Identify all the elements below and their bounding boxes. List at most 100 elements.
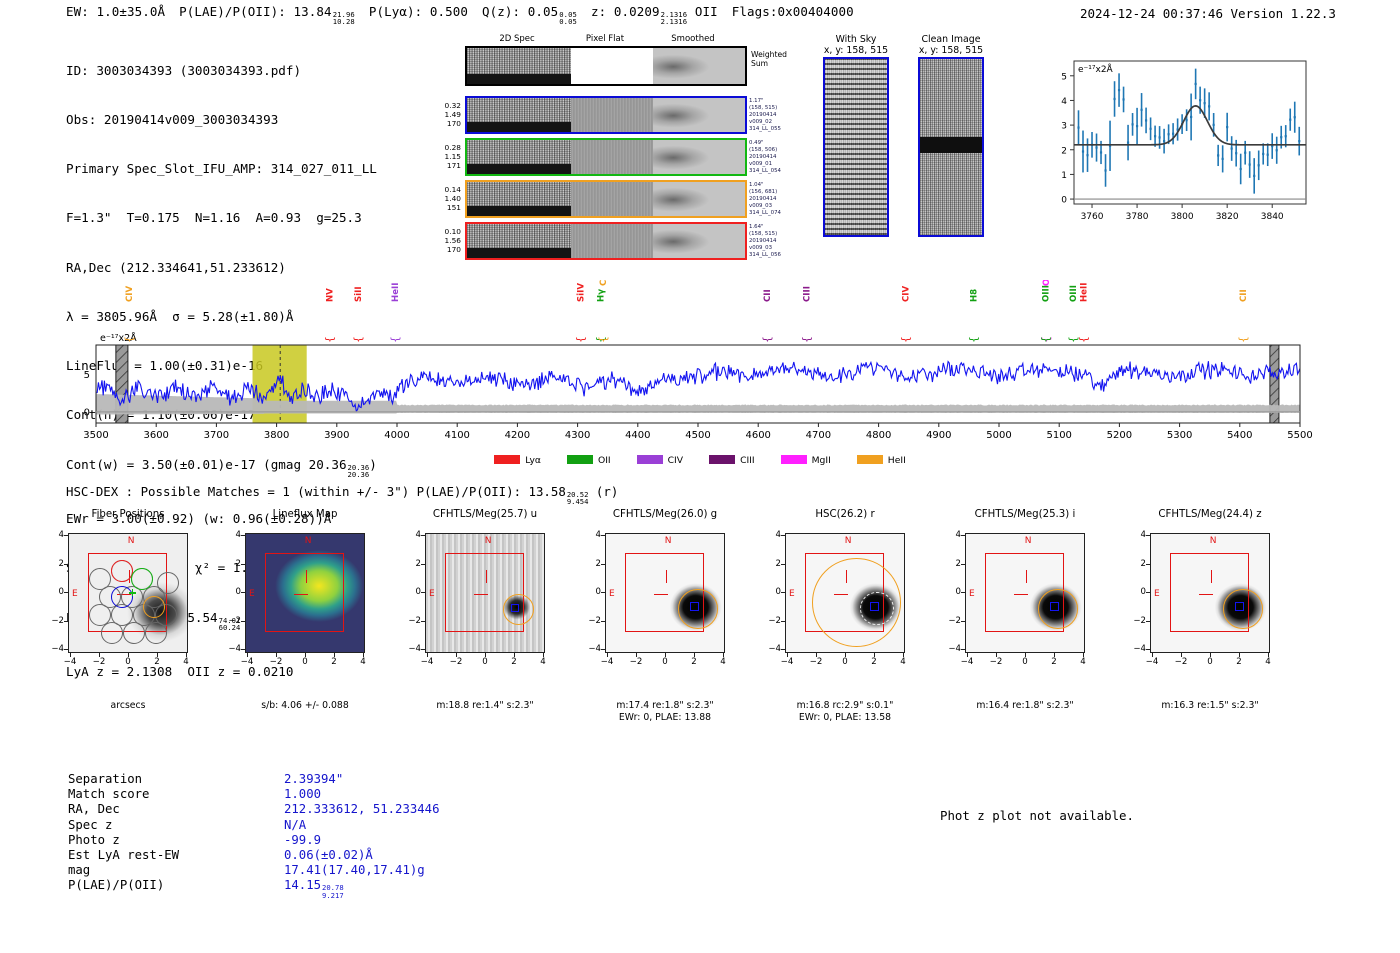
compass-north-label: N (484, 536, 492, 546)
fiber-circle (145, 622, 167, 644)
cutout-ytick-mark (601, 535, 605, 536)
spectrum-line-label: SiIV (577, 283, 587, 302)
match-marker (1050, 602, 1059, 612)
source-ellipse (678, 589, 718, 629)
spectrum-line-marker: OIII { (1067, 285, 1080, 343)
spectrum-xtick: 5100 (1046, 430, 1071, 441)
sky-title: With Sky (835, 34, 877, 45)
spectrum-line-marker: NV { (323, 288, 336, 343)
cutout-caption-6: m:16.3 re:1.5" s:2.3" (1115, 700, 1305, 712)
spec2d-row (465, 46, 747, 86)
spectrum-line-brace: { (1039, 336, 1052, 343)
cutout-xtick: −4 (780, 657, 794, 667)
cutout-xtick: −2 (92, 657, 106, 667)
spec2d-stat: 1.15 (444, 152, 461, 162)
spectrum-line-brace: { (574, 336, 587, 343)
line-fit-svg: 0 1 2 3 4 5 3760 3780 3800 3820 3840 e⁻¹⁷x2Å (1061, 60, 1307, 222)
spec2d-cell-0 (467, 98, 571, 132)
cutout-ytick-mark (601, 563, 605, 565)
summary-value-4: -99.9 (284, 832, 322, 847)
cutout-ytick: −2 (51, 615, 64, 626)
compass-east-label: E (609, 589, 615, 600)
spectrum-line-label: OII (1042, 280, 1052, 286)
compass-north-label: N (664, 536, 672, 546)
spectrum-xtick: 4300 (565, 430, 590, 441)
source-aperture-circle (812, 558, 902, 647)
source-ellipse (1223, 589, 1263, 629)
linefit-units-annotation: e⁻¹⁷x2Å (1078, 63, 1114, 75)
cutout-xtick-mark (128, 653, 129, 657)
linefit-xtick: 3780 (1126, 212, 1149, 222)
spec2d-cell-1 (570, 140, 654, 174)
cutout-xtick: 2 (154, 657, 160, 667)
cutout-xtick: −2 (449, 657, 463, 667)
spectrum-xtick: 3700 (204, 430, 229, 441)
cutout-xtick-mark (903, 653, 904, 657)
summary-plae-lo: 9.217 (322, 890, 344, 900)
cutout-xtick-mark (1268, 653, 1269, 657)
cutout-xtick-mark (1083, 653, 1084, 657)
cutout-xtick-mark (787, 653, 788, 657)
cutout-xtick: −2 (989, 657, 1003, 667)
linefit-ytick: 1 (1061, 171, 1067, 181)
cutout-ytick: −2 (588, 615, 601, 626)
cutout-title-5: CFHTLS/Meg(25.3) i (974, 509, 1076, 520)
dark-trace-band (467, 248, 571, 258)
spectrum-ytick: 0 (84, 407, 90, 418)
cutout-ytick-mark (601, 592, 605, 593)
sky-title: Clean Image (921, 34, 981, 45)
line-fit-chart: 0 1 2 3 4 5 3760 3780 3800 3820 3840 e⁻¹⁷x2Å (1040, 55, 1312, 230)
linefit-xtick: 3800 (1171, 212, 1194, 222)
dark-trace-band (467, 74, 571, 84)
cutout-xtick-mark (1152, 653, 1153, 657)
cutout-ytick: −4 (1133, 644, 1146, 654)
cutout-xtick-mark (514, 653, 515, 657)
spec2d-cell-1 (570, 98, 654, 132)
cutout-xtick: 4 (900, 657, 906, 667)
match-summary-table: Separation 2.39394" Match score 1.000 RA, De… (68, 772, 708, 902)
spectrum-xtick: 4800 (866, 430, 891, 441)
sky-clean-group: With Sky x, y: 158, 515 Clean Image x, y: 1… (0, 0, 1400, 260)
spectrum-xtick: 4700 (806, 430, 831, 441)
spec2d-row (465, 180, 747, 218)
spec2d-cell-2 (653, 98, 746, 132)
cutout-ytick-mark (64, 649, 68, 650)
spectrum-xtick: 5400 (1227, 430, 1252, 441)
spec2d-cell-2 (653, 48, 746, 84)
weighted-sum-label: Weighted Sum (751, 50, 787, 68)
cutout-xtick: 0 (1207, 657, 1213, 667)
linefit-ytick: 2 (1061, 146, 1067, 156)
header-summary-line: EW: 1.0±35.0Å P(LAE)/P(OII): 13.84 21.96 10… (66, 4, 868, 26)
cutout-ytick-mark (1146, 563, 1150, 565)
cutout-ytick: 4 (415, 530, 421, 540)
compass-east-label: E (249, 589, 255, 600)
crosshair-horizontal (1199, 594, 1213, 595)
spectrum-line-brace: { (761, 336, 774, 343)
cutout-ytick: 0 (235, 587, 241, 597)
sky-panel-title-1: Clean Image x, y: 158, 515 (896, 34, 1006, 57)
cutout-xtick: −4 (240, 657, 254, 667)
cutout-xtick-mark (723, 653, 724, 657)
spec2d-stat: 0.32 (444, 101, 461, 110)
cutout-ytick: 4 (58, 530, 64, 540)
spec2d-column-title-1: Pixel Flat (585, 34, 625, 44)
legend-swatch (780, 455, 807, 464)
cutout-ytick: 4 (955, 530, 961, 540)
dark-trace-band (467, 164, 571, 174)
fiber-circle-orange (143, 596, 165, 618)
spectrum-xtick: 3800 (264, 430, 289, 441)
cutout-xtick-mark (70, 653, 71, 657)
cutout-xtick: 0 (302, 657, 308, 667)
legend-swatch (566, 455, 593, 464)
spectrum-line-label: NV (326, 288, 336, 302)
cutout-ytick-mark (1146, 620, 1150, 622)
linefit-ytick: 3 (1061, 122, 1067, 132)
cutout-caption-line1: m:16.3 re:1.5" s:2.3" (1161, 700, 1259, 711)
